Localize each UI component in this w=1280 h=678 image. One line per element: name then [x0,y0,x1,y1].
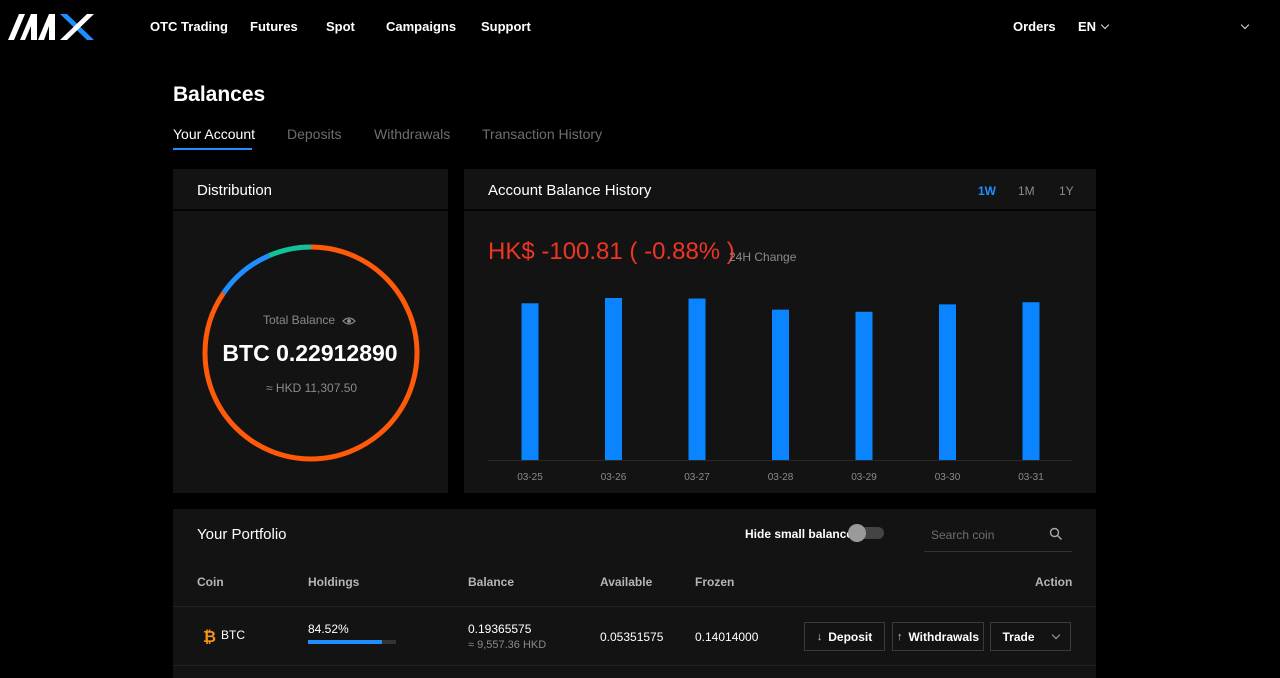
x-tick-label: 03-25 [517,472,543,483]
distribution-donut [202,244,420,462]
language-label: EN [1078,19,1097,34]
chevron-down-icon [1100,20,1110,30]
column-header-balance: Balance [468,575,515,589]
tab-deposits[interactable]: Deposits [287,126,342,142]
language-selector[interactable]: EN [1078,19,1110,34]
nav-spot[interactable]: Spot [326,19,355,34]
distribution-panel: Distribution [173,169,448,493]
search-coin-box [924,520,1072,552]
x-tick-label: 03-31 [1018,472,1044,483]
bar-03-25[interactable] [521,303,539,460]
nav-orders[interactable]: Orders [1013,19,1056,34]
balance-fiat: ≈ 9,557.36 HKD [468,639,547,651]
balance-history-title: Account Balance History [488,182,652,199]
range-1y-button[interactable]: 1Y [1059,184,1074,198]
range-1w-button[interactable]: 1W [978,184,996,198]
portfolio-title: Your Portfolio [197,526,287,543]
x-tick-label: 03-30 [935,472,961,483]
balance-value: 0.19365575 [468,622,532,636]
bar-03-30[interactable] [939,304,956,460]
holdings-percent: 84.52% [308,622,349,636]
tab-transaction-history[interactable]: Transaction History [482,126,603,142]
page-title: Balances [173,83,266,106]
24h-change-label: 24H Change [729,250,797,264]
bar-03-29[interactable] [855,311,873,460]
total-balance-fiat: ≈ HKD 11,307.50 [266,381,358,395]
column-header-available: Available [600,575,653,589]
active-tab-indicator [173,148,252,150]
tab-your-account[interactable]: Your Account [173,126,255,142]
nav-campaigns[interactable]: Campaigns [386,19,457,34]
arrow-up-icon: ↑ [896,630,903,643]
column-header-frozen: Frozen [695,575,735,589]
search-icon[interactable] [1049,527,1063,541]
chevron-down-icon [1051,630,1060,639]
x-tick-label: 03-27 [684,472,710,483]
account-menu[interactable] [1236,19,1250,34]
deposit-label: Deposit [828,629,873,644]
nav-otc-trading[interactable]: OTC Trading [150,19,228,34]
total-balance-value: BTC 0.22912890 [222,340,398,366]
arrow-down-icon: ↓ [816,630,823,643]
top-nav: OTC Trading Futures Spot Campaigns Suppo… [0,0,1280,54]
frozen-value: 0.14014000 [695,630,759,644]
bitcoin-icon: ₿ [203,628,216,645]
x-tick-label: 03-26 [601,472,627,483]
nav-futures[interactable]: Futures [250,19,298,34]
deposit-button[interactable]: ↓ Deposit [804,622,885,651]
withdrawals-button[interactable]: ↑ Withdrawals [892,622,984,651]
row-divider [173,665,1096,666]
x-tick-label: 03-28 [768,472,794,483]
x-tick-label: 03-29 [851,472,877,483]
svg-text:₿: ₿ [203,628,216,645]
coin-name: BTC [221,628,245,642]
total-balance-label: Total Balance [263,313,336,327]
donut-segment-2 [202,244,420,462]
range-1m-button[interactable]: 1M [1018,184,1035,198]
bar-03-26[interactable] [605,298,622,460]
trade-label: Trade [1002,629,1035,644]
tab-withdrawals[interactable]: Withdrawals [374,126,451,142]
trade-dropdown-button[interactable]: Trade [990,622,1071,651]
available-value: 0.05351575 [600,630,664,644]
bar-03-27[interactable] [688,298,706,460]
distribution-header: Distribution [173,169,448,211]
nav-support[interactable]: Support [481,19,531,34]
header-divider [173,606,1096,607]
balance-history-header: Account Balance History [464,169,1096,211]
search-coin-input[interactable] [931,526,1043,544]
bar-03-28[interactable] [772,309,789,460]
hide-small-balance-toggle[interactable] [848,524,884,542]
bar-03-31[interactable] [1022,302,1040,460]
column-header-coin: Coin [197,575,224,589]
chevron-down-icon [1240,20,1250,30]
balance-history-chart: 03-25 03-26 03-27 03-28 03-29 03-30 03-31 [488,298,1072,483]
column-header-action: Action [1035,575,1073,589]
distribution-title: Distribution [197,182,273,199]
24h-change-value: HK$ -100.81 ( -0.88% ) [488,238,735,265]
withdrawals-label: Withdrawals [908,629,980,644]
aax-logo[interactable] [8,12,96,42]
eye-icon[interactable] [342,316,356,326]
toggle-knob [848,524,866,542]
column-header-holdings: Holdings [308,575,360,589]
hide-small-balance-label: Hide small balance [745,527,854,541]
holdings-progress-fill [308,640,383,644]
holdings-progress-bar [308,640,396,644]
